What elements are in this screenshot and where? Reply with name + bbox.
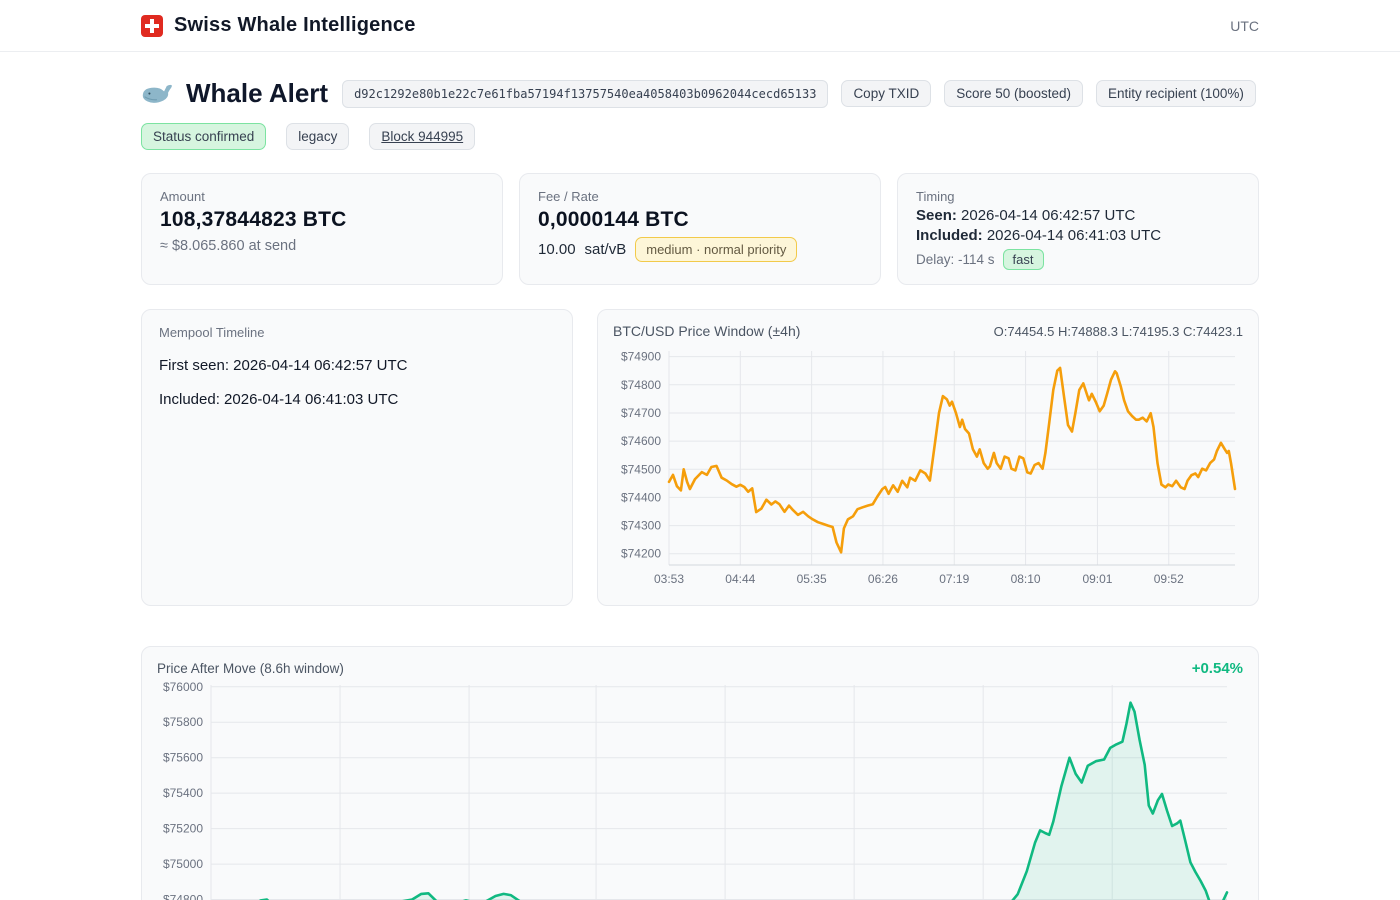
tx-type-badge: legacy bbox=[286, 123, 349, 150]
price-window-title: BTC/USD Price Window (±4h) bbox=[613, 323, 800, 339]
swiss-flag-icon bbox=[141, 15, 163, 37]
mempool-timeline-card: Mempool Timeline First seen: 2026-04-14 … bbox=[141, 309, 573, 606]
svg-text:07:19: 07:19 bbox=[939, 572, 969, 586]
svg-text:$74700: $74700 bbox=[621, 406, 661, 420]
priority-badge: medium · normal priority bbox=[635, 237, 797, 262]
svg-text:$76000: $76000 bbox=[163, 681, 203, 694]
svg-text:$74300: $74300 bbox=[621, 519, 661, 533]
svg-text:$74400: $74400 bbox=[621, 490, 661, 504]
timing-label: Timing bbox=[916, 189, 1240, 204]
alert-title-row: Whale Alert d92c1292e80b1e22c7e61fba5719… bbox=[141, 78, 1259, 109]
delay-value: Delay: -114 s bbox=[916, 252, 995, 267]
price-change-badge: +0.54% bbox=[1192, 660, 1243, 677]
svg-text:03:53: 03:53 bbox=[654, 572, 684, 586]
price-window-card: BTC/USD Price Window (±4h) O:74454.5 H:7… bbox=[597, 309, 1259, 606]
fee-label: Fee / Rate bbox=[538, 189, 862, 204]
score-badge: Score 50 (boosted) bbox=[944, 80, 1083, 107]
amount-label: Amount bbox=[160, 189, 484, 204]
svg-text:$75000: $75000 bbox=[163, 857, 203, 871]
whale-icon bbox=[141, 82, 173, 106]
svg-text:04:44: 04:44 bbox=[725, 572, 755, 586]
svg-text:$75800: $75800 bbox=[163, 715, 203, 729]
copy-txid-button[interactable]: Copy TXID bbox=[841, 80, 931, 107]
price-after-move-card: Price After Move (8.6h window) +0.54% $7… bbox=[141, 646, 1259, 900]
svg-text:$75600: $75600 bbox=[163, 751, 203, 765]
timing-card: Timing Seen: 2026-04-14 06:42:57 UTC Inc… bbox=[897, 173, 1259, 285]
fee-rate-value: 10.00 bbox=[538, 241, 576, 258]
svg-text:$75400: $75400 bbox=[163, 786, 203, 800]
svg-text:06:26: 06:26 bbox=[868, 572, 898, 586]
block-link-badge[interactable]: Block 944995 bbox=[369, 123, 475, 150]
svg-text:$74900: $74900 bbox=[621, 350, 661, 364]
svg-text:$74500: $74500 bbox=[621, 462, 661, 476]
price-after-move-chart: $76000 $75800 $75600 $75400 $75200 $75000 $748… bbox=[157, 681, 1243, 900]
page-title: Whale Alert bbox=[186, 78, 328, 109]
amount-card: Amount 108,37844823 BTC ≈ $8.065.860 at … bbox=[141, 173, 503, 285]
delay-speed-badge: fast bbox=[1003, 249, 1044, 270]
included-value: 2026-04-14 06:41:03 UTC bbox=[987, 227, 1161, 244]
svg-text:05:35: 05:35 bbox=[797, 572, 827, 586]
amount-value: 108,37844823 BTC bbox=[160, 208, 484, 232]
svg-text:$74200: $74200 bbox=[621, 547, 661, 561]
fee-value: 0,0000144 BTC bbox=[538, 208, 862, 232]
timezone-label: UTC bbox=[1230, 18, 1259, 34]
status-badge-row: Status confirmed legacy Block 944995 bbox=[141, 123, 1259, 150]
svg-text:$74800: $74800 bbox=[621, 378, 661, 392]
mempool-included: Included: 2026-04-14 06:41:03 UTC bbox=[159, 391, 555, 408]
stat-cards-row: Amount 108,37844823 BTC ≈ $8.065.860 at … bbox=[141, 173, 1259, 285]
price-after-move-title: Price After Move (8.6h window) bbox=[157, 661, 344, 676]
middle-row: Mempool Timeline First seen: 2026-04-14 … bbox=[141, 309, 1259, 606]
svg-text:$75200: $75200 bbox=[163, 822, 203, 836]
app-title: Swiss Whale Intelligence bbox=[174, 14, 416, 37]
included-label: Included: bbox=[916, 227, 983, 244]
svg-text:08:10: 08:10 bbox=[1011, 572, 1041, 586]
price-window-chart: $74900 $74800 $74700 $74600 $74500 $74400 $743… bbox=[613, 343, 1243, 593]
mempool-first-seen: First seen: 2026-04-14 06:42:57 UTC bbox=[159, 357, 555, 374]
txid-value: d92c1292e80b1e22c7e61fba57194f13757540ea… bbox=[342, 80, 828, 108]
status-badge: Status confirmed bbox=[141, 123, 266, 150]
fee-rate-unit: sat/vB bbox=[585, 241, 627, 258]
mempool-label: Mempool Timeline bbox=[159, 325, 555, 340]
seen-value: 2026-04-14 06:42:57 UTC bbox=[961, 207, 1135, 224]
bottom-row: Price After Move (8.6h window) +0.54% $7… bbox=[141, 646, 1259, 900]
svg-text:$74800: $74800 bbox=[163, 893, 203, 900]
svg-text:$74600: $74600 bbox=[621, 434, 661, 448]
top-bar: Swiss Whale Intelligence UTC bbox=[0, 0, 1400, 52]
fee-card: Fee / Rate 0,0000144 BTC 10.00 sat/vB me… bbox=[519, 173, 881, 285]
entity-recipient-badge: Entity recipient (100%) bbox=[1096, 80, 1256, 107]
svg-text:09:52: 09:52 bbox=[1154, 572, 1184, 586]
amount-usd-value: ≈ $8.065.860 at send bbox=[160, 238, 484, 254]
seen-label: Seen: bbox=[916, 207, 957, 224]
price-window-ohlc: O:74454.5 H:74888.3 L:74195.3 C:74423.1 bbox=[994, 324, 1243, 339]
svg-text:09:01: 09:01 bbox=[1082, 572, 1112, 586]
